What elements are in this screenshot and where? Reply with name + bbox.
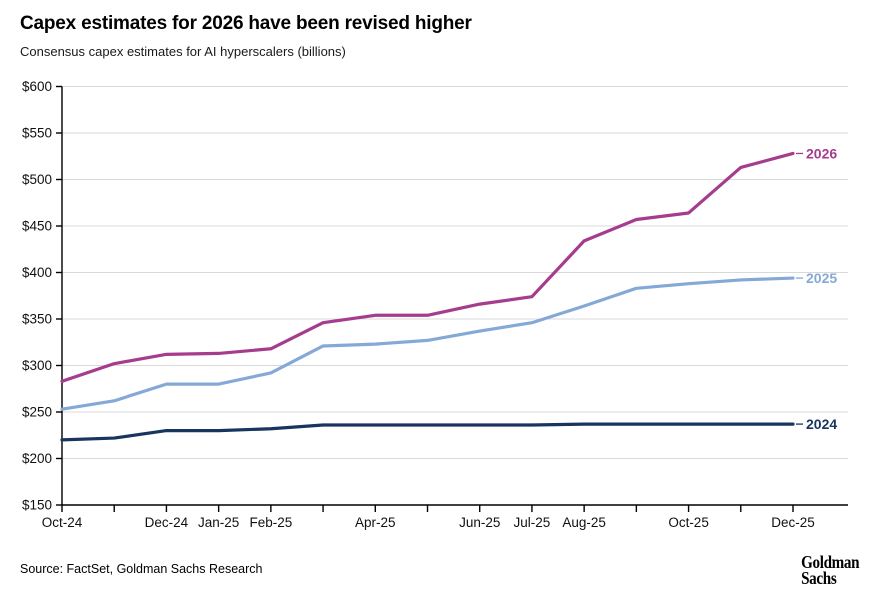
- series-line-2025: [60, 276, 795, 411]
- series-label-2025: 2025: [806, 270, 837, 286]
- y-tick-label: $150: [22, 498, 52, 513]
- x-tick-label: Dec-24: [145, 515, 189, 530]
- y-tick-label: $250: [22, 405, 52, 420]
- series-label-2026: 2026: [806, 145, 837, 161]
- logo-line-goldman: Goldman: [800, 552, 859, 573]
- y-tick-label: $400: [22, 265, 52, 280]
- y-tick-label: $600: [22, 79, 52, 94]
- chart-title: Capex estimates for 2026 have been revis…: [20, 13, 472, 34]
- goldman-sachs-logo: Goldman Sachs: [800, 552, 859, 589]
- x-tick-label: Oct-24: [42, 515, 83, 530]
- x-tick-label: Jul-25: [514, 515, 551, 530]
- series-line-2024: [60, 422, 795, 442]
- y-tick-label: $200: [22, 451, 52, 466]
- x-tick-label: Dec-25: [771, 515, 815, 530]
- chart-subtitle: Consensus capex estimates for AI hypersc…: [20, 44, 346, 59]
- y-tick-label: $500: [22, 172, 52, 187]
- y-tick-label: $450: [22, 219, 52, 234]
- x-tick-label: Aug-25: [562, 515, 606, 530]
- line-chart: $150 $200 $250 $300 $350 $400 $450 $500 $550 $600…: [22, 79, 848, 530]
- x-tick-label: Jan-25: [198, 515, 239, 530]
- x-tick-label: Jun-25: [459, 515, 500, 530]
- y-tick-label: $300: [22, 358, 52, 373]
- series-label-2024: 2024: [806, 416, 837, 432]
- x-tick-label: Feb-25: [249, 515, 292, 530]
- x-tick-label: Apr-25: [355, 515, 396, 530]
- x-tick-label: Oct-25: [668, 515, 709, 530]
- y-tick-label: $350: [22, 312, 52, 327]
- y-tick-label: $550: [22, 126, 52, 141]
- series-line-2026: [60, 151, 795, 383]
- chart-header: Capex estimates for 2026 have been revis…: [0, 0, 895, 59]
- logo-line-sachs: Sachs: [800, 568, 837, 589]
- source-note: Source: FactSet, Goldman Sachs Research: [20, 562, 263, 576]
